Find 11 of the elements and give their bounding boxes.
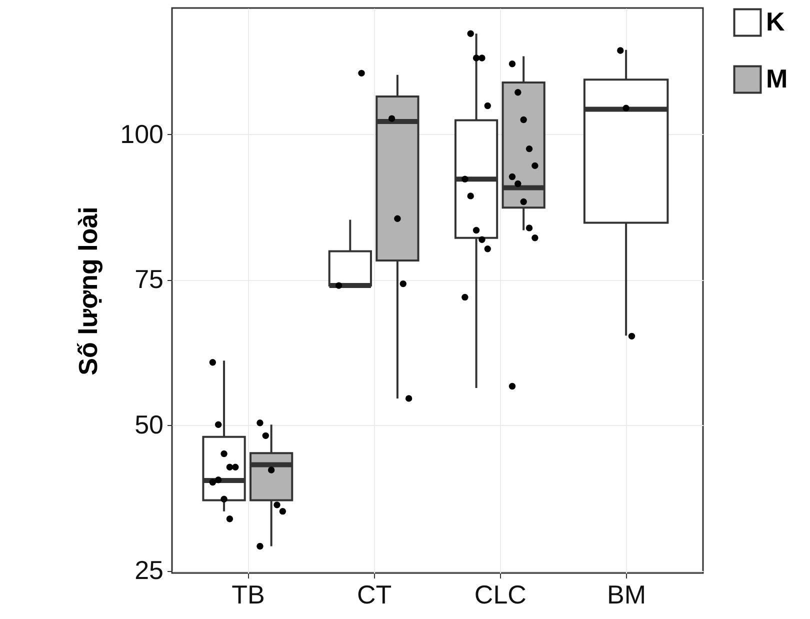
y-tick-label: 100 [120,118,164,149]
y-axis-title: Số lượng loài [73,206,104,376]
x-tick-label: CT [356,580,392,610]
y-tick-label: 75 [134,264,164,294]
y-tick-label: 50 [134,410,164,440]
x-tick-label: BM [607,580,646,610]
legend-label: M [766,64,788,94]
x-tick-label: TB [232,580,265,610]
y-tick-label: 25 [134,555,164,586]
legend-label: K [766,6,785,36]
x-tick-label: CLC [474,580,526,610]
